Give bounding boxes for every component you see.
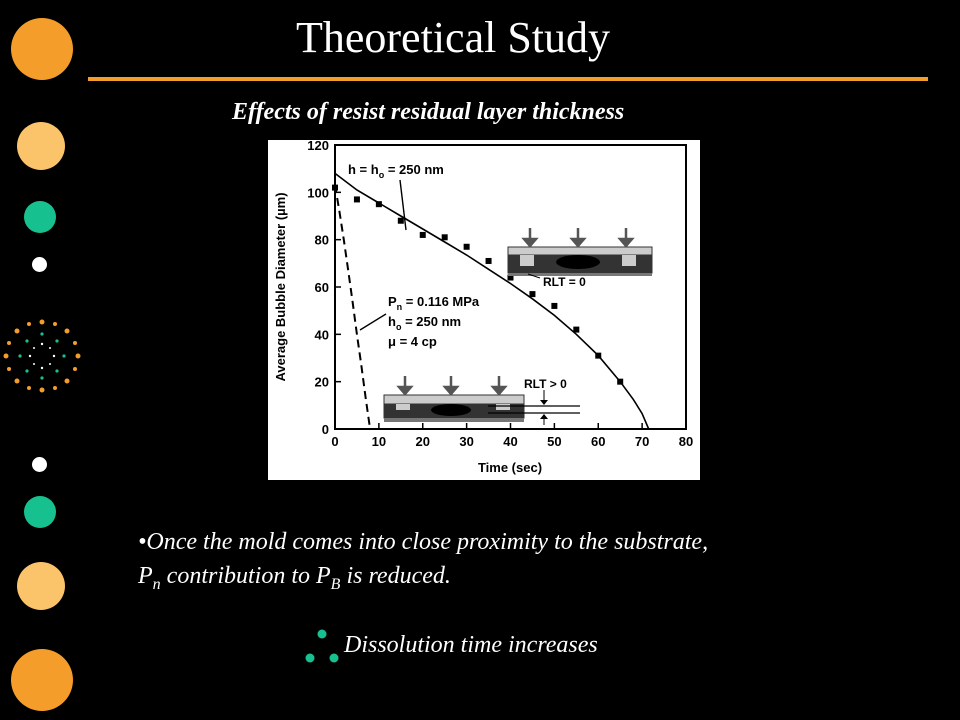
light-orange-circle-decoration (17, 122, 65, 170)
x-tick-label: 30 (459, 434, 473, 449)
data-point (595, 352, 602, 359)
data-point (419, 231, 426, 238)
title-underline (88, 77, 928, 81)
bullet-pn-subscript: n (152, 575, 161, 593)
x-tick-label: 70 (635, 434, 649, 449)
inset-schematic-rlt-zero (507, 228, 653, 279)
therefore-icon (305, 629, 339, 663)
data-point (463, 243, 470, 250)
x-tick-label: 50 (547, 434, 561, 449)
data-point (353, 196, 360, 203)
data-point (617, 378, 624, 385)
bullet-point: •Once the mold comes into close proximit… (138, 525, 918, 602)
data-point (441, 234, 448, 241)
annotation-viscosity: μ = 4 cp (388, 334, 437, 349)
conclusion-text: Dissolution time increases (344, 632, 598, 658)
bubble-diameter-chart: 0 10 20 30 40 50 60 70 80 0 20 40 60 80 100 120 Time (s… (273, 140, 693, 475)
y-tick-label: 80 (315, 233, 329, 248)
bullet-pn-symbol: P (138, 563, 153, 589)
y-tick-label: 40 (315, 327, 329, 342)
annotation-leader-line (399, 179, 407, 231)
bullet-text-line1: •Once the mold comes into close proximit… (138, 529, 709, 555)
plot-frame (334, 144, 687, 430)
x-tick-label: 40 (503, 434, 517, 449)
x-axis-label: Time (sec) (478, 460, 542, 475)
data-point (507, 274, 514, 281)
dashed-model-curve (334, 185, 372, 430)
white-dot-decoration (32, 257, 47, 272)
annotation-rlt-positive: RLT > 0 (524, 377, 567, 391)
x-tick-label: 60 (591, 434, 605, 449)
y-tick-label: 20 (315, 375, 329, 390)
data-point (375, 201, 382, 208)
data-point (332, 184, 338, 191)
chart-panel: 0 10 20 30 40 50 60 70 80 0 20 40 60 80 100 120 Time (s… (268, 140, 700, 480)
annotation-h0: ho = 250 nm (388, 314, 461, 332)
slide-title: Theoretical Study (296, 13, 611, 62)
x-tick-label: 0 (331, 434, 338, 449)
data-point (485, 257, 492, 264)
annotation-rlt-zero: RLT = 0 (543, 275, 586, 289)
data-point (397, 217, 404, 224)
light-orange-circle-decoration (17, 562, 65, 610)
y-tick-label: 60 (315, 280, 329, 295)
dotted-burst-decoration (3, 319, 81, 393)
annotation-h-h0: h = ho = 250 nm (348, 162, 444, 180)
x-tick-label: 80 (679, 434, 693, 449)
x-tick-label: 10 (372, 434, 386, 449)
data-point (573, 326, 580, 333)
bullet-text-suffix: is reduced. (340, 563, 451, 589)
teal-circle-decoration (24, 496, 56, 528)
x-tick-label: 20 (416, 434, 430, 449)
data-point (551, 302, 558, 309)
orange-circle-decoration (11, 18, 73, 80)
y-tick-label: 120 (307, 140, 329, 153)
white-dot-decoration (32, 457, 47, 472)
y-tick-label: 0 (322, 422, 329, 437)
annotation-leader-line (359, 313, 387, 331)
y-axis-label: Average Bubble Diameter (µm) (273, 192, 288, 381)
inset-schematic-rlt-positive (383, 376, 580, 425)
bullet-pb-subscript: B (330, 575, 341, 593)
orange-circle-decoration (11, 649, 73, 711)
solid-model-curve (334, 172, 650, 430)
annotation-pn: Pn = 0.116 MPa (388, 294, 480, 312)
slide-subtitle: Effects of resist residual layer thickne… (232, 99, 625, 125)
bullet-text-middle: contribution to P (160, 563, 331, 589)
teal-circle-decoration (24, 201, 56, 233)
data-point (529, 291, 536, 298)
y-tick-label: 100 (307, 185, 329, 200)
